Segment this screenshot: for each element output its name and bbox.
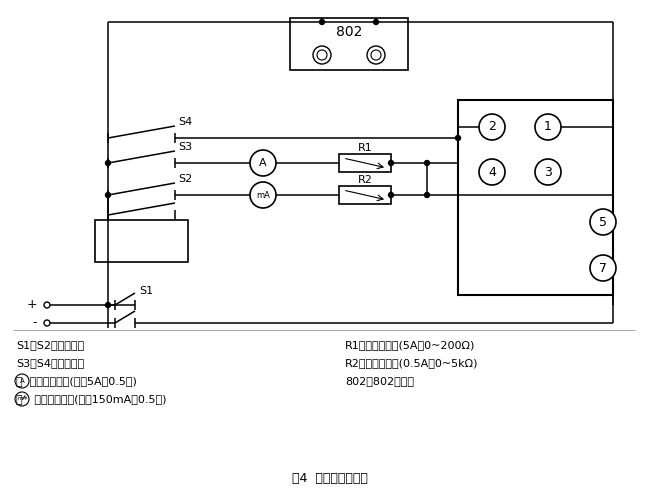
Text: 4: 4 <box>488 166 496 178</box>
Text: mA: mA <box>256 190 270 200</box>
Circle shape <box>590 255 616 281</box>
Text: S1、S2：双刀开关: S1、S2：双刀开关 <box>16 340 84 350</box>
Circle shape <box>535 159 561 185</box>
Bar <box>290 18 408 70</box>
Circle shape <box>44 320 50 326</box>
Bar <box>458 100 613 295</box>
Circle shape <box>15 392 29 406</box>
Text: 7: 7 <box>599 261 607 275</box>
Text: 5: 5 <box>599 215 607 228</box>
Bar <box>339 186 391 204</box>
Bar <box>339 154 391 172</box>
Circle shape <box>424 192 430 198</box>
Text: S1: S1 <box>139 286 153 296</box>
Circle shape <box>15 374 29 388</box>
Circle shape <box>319 20 325 25</box>
Text: 802、802毫秒表: 802、802毫秒表 <box>345 376 414 386</box>
Circle shape <box>106 303 110 308</box>
Text: A: A <box>259 158 267 168</box>
Circle shape <box>44 302 50 308</box>
Text: 802: 802 <box>336 25 362 39</box>
Text: S4: S4 <box>178 117 192 127</box>
Circle shape <box>389 161 393 166</box>
Text: Ⓜᴬ  、直流毫安表(量程150mA、0.5级): Ⓜᴬ 、直流毫安表(量程150mA、0.5级) <box>16 394 167 404</box>
Text: R1: R1 <box>358 143 372 153</box>
Circle shape <box>479 159 505 185</box>
Circle shape <box>389 192 393 198</box>
Circle shape <box>373 20 379 25</box>
Text: 3: 3 <box>544 166 552 178</box>
Text: Ⓐ  、直流电流表(量程5A、0.5级): Ⓐ 、直流电流表(量程5A、0.5级) <box>16 376 137 386</box>
Text: -: - <box>32 317 37 329</box>
Text: R1、可调电阻器(5A、0~200Ω): R1、可调电阻器(5A、0~200Ω) <box>345 340 475 350</box>
Circle shape <box>455 136 461 141</box>
Text: 2: 2 <box>488 120 496 134</box>
Circle shape <box>106 192 110 198</box>
Circle shape <box>479 114 505 140</box>
Bar <box>95 220 188 262</box>
Circle shape <box>313 46 331 64</box>
Text: mA: mA <box>17 396 26 401</box>
Text: S3: S3 <box>178 142 192 152</box>
Circle shape <box>250 182 276 208</box>
Text: A: A <box>20 378 24 384</box>
Circle shape <box>317 50 327 60</box>
Text: R2、可调电阻器(0.5A、0~5kΩ): R2、可调电阻器(0.5A、0~5kΩ) <box>345 358 479 368</box>
Circle shape <box>106 161 110 166</box>
Text: S2: S2 <box>178 174 192 184</box>
Text: 1: 1 <box>544 120 552 134</box>
Circle shape <box>250 150 276 176</box>
Text: R2: R2 <box>358 175 372 185</box>
Circle shape <box>424 161 430 166</box>
Text: 图4  产品检测线路图: 图4 产品检测线路图 <box>292 471 368 485</box>
Text: +: + <box>26 298 37 312</box>
Text: S3、S4：单刀开关: S3、S4：单刀开关 <box>16 358 84 368</box>
Circle shape <box>367 46 385 64</box>
Circle shape <box>371 50 381 60</box>
Circle shape <box>590 209 616 235</box>
Circle shape <box>535 114 561 140</box>
